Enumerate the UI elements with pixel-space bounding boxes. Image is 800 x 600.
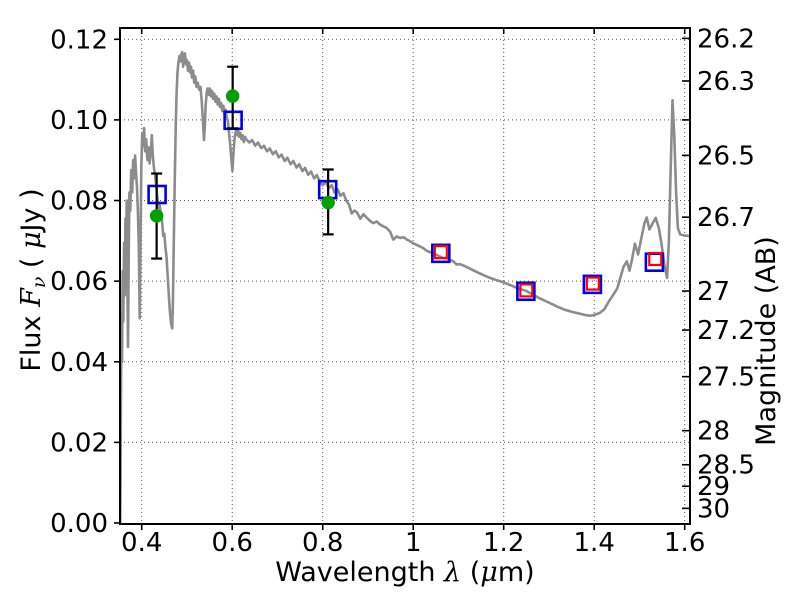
mag-tick-label: 27.5	[697, 363, 755, 393]
flux-tick-label: 0.00	[50, 509, 108, 539]
observed-photometry-circle	[321, 195, 335, 210]
flux-tick-label: 0.10	[50, 106, 108, 136]
flux-tick-label: 0.04	[50, 348, 108, 378]
y-axis-label-magnitude: Magnitude (AB)	[751, 236, 782, 446]
model-photometry-square	[582, 274, 603, 295]
flux-tick-label: 0.06	[50, 267, 108, 297]
mag-tick-label: 28.5	[697, 451, 755, 481]
x-tick-label: 1	[405, 528, 422, 558]
x-tick-label: 1.2	[483, 528, 524, 558]
model-spectrum-line	[120, 50, 690, 524]
x-tick-label: 1.6	[664, 528, 705, 558]
flux-tick-label: 0.08	[50, 187, 108, 217]
observed-ir-square	[585, 276, 600, 291]
x-tick-label: 0.8	[302, 528, 343, 558]
model-photometry-square	[431, 243, 451, 264]
observed-ir-square	[433, 245, 448, 260]
mag-tick-label: 26.5	[697, 141, 755, 171]
ticks	[114, 28, 690, 530]
observed-photometry-circle	[225, 89, 240, 103]
mag-tick-label: 30	[697, 494, 730, 524]
mag-tick-label: 26.7	[697, 203, 755, 233]
axes-frame	[119, 27, 691, 525]
mag-tick-label: 29	[697, 472, 730, 502]
mag-tick-label: 26.3	[697, 67, 755, 97]
mag-tick-label: 26.2	[697, 24, 755, 54]
x-tick-label: 1.4	[574, 528, 615, 558]
errorbars	[151, 65, 334, 260]
tick-labels: 0.4 0.6 0.8 1 1.2 1.4 1.6 0.00 0.02 0.04 0.06 0.08 0…	[50, 24, 755, 558]
observed-ir-square	[519, 283, 534, 298]
observed-ir-square	[648, 251, 663, 267]
y-axis-label-flux: Flux Fν​ ( μJy )	[16, 188, 50, 371]
flux-tick-label: 0.02	[50, 428, 108, 458]
x-tick-label: 0.6	[212, 528, 253, 558]
x-axis-label: Wavelength λ (μm)	[275, 557, 534, 588]
mag-tick-label: 28	[697, 417, 730, 447]
mag-tick-label: 27	[697, 277, 730, 307]
flux-tick-label: 0.12	[50, 25, 108, 55]
x-tick-label: 0.4	[121, 528, 162, 558]
observed-photometry-circle	[149, 209, 164, 223]
model-photometry-square	[516, 281, 536, 302]
mag-tick-label: 27.2	[697, 316, 755, 346]
